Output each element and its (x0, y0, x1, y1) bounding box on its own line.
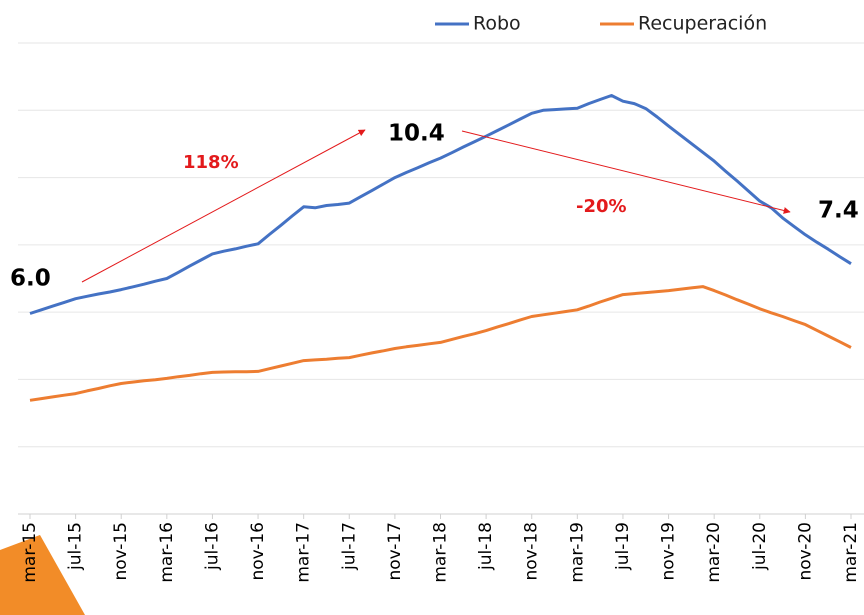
annotation: 6.0 (10, 266, 51, 292)
annotation: 7.4 (818, 198, 859, 224)
x-tick-label: jul-17 (339, 522, 359, 571)
x-tick-label: jul-18 (476, 522, 496, 571)
x-tick-label: jul-19 (613, 522, 633, 571)
x-tick-label: mar-20 (704, 522, 724, 583)
x-tick-label: mar-19 (567, 522, 587, 583)
series-line (29, 94, 852, 315)
legend-label: Recuperación (638, 13, 767, 35)
x-tick-label: nov-18 (522, 522, 542, 581)
annotation: 118% (183, 152, 239, 173)
x-tick-label: nov-20 (795, 522, 815, 581)
annotation: 10.4 (388, 121, 445, 147)
x-tick-label: mar-17 (294, 522, 314, 583)
annotation: -20% (576, 196, 627, 217)
arrow (461, 130, 791, 214)
x-tick-label: jul-20 (750, 522, 770, 571)
decoration (0, 535, 85, 615)
x-tick-label: mar-16 (157, 522, 177, 583)
series-line (29, 285, 852, 402)
x-tick-label: mar-18 (431, 522, 451, 583)
x-tick-label: nov-19 (659, 522, 679, 581)
x-tick-label: nov-17 (385, 522, 405, 581)
x-tick-label: jul-15 (66, 522, 86, 571)
x-tick-label: nov-15 (111, 522, 131, 581)
x-tick-label: mar-15 (20, 522, 40, 583)
x-tick-label: nov-16 (248, 522, 268, 581)
x-tick-label: mar-21 (841, 522, 861, 583)
legend-label: Robo (473, 13, 521, 35)
x-tick-label: jul-16 (202, 522, 222, 571)
arrow (81, 129, 366, 283)
